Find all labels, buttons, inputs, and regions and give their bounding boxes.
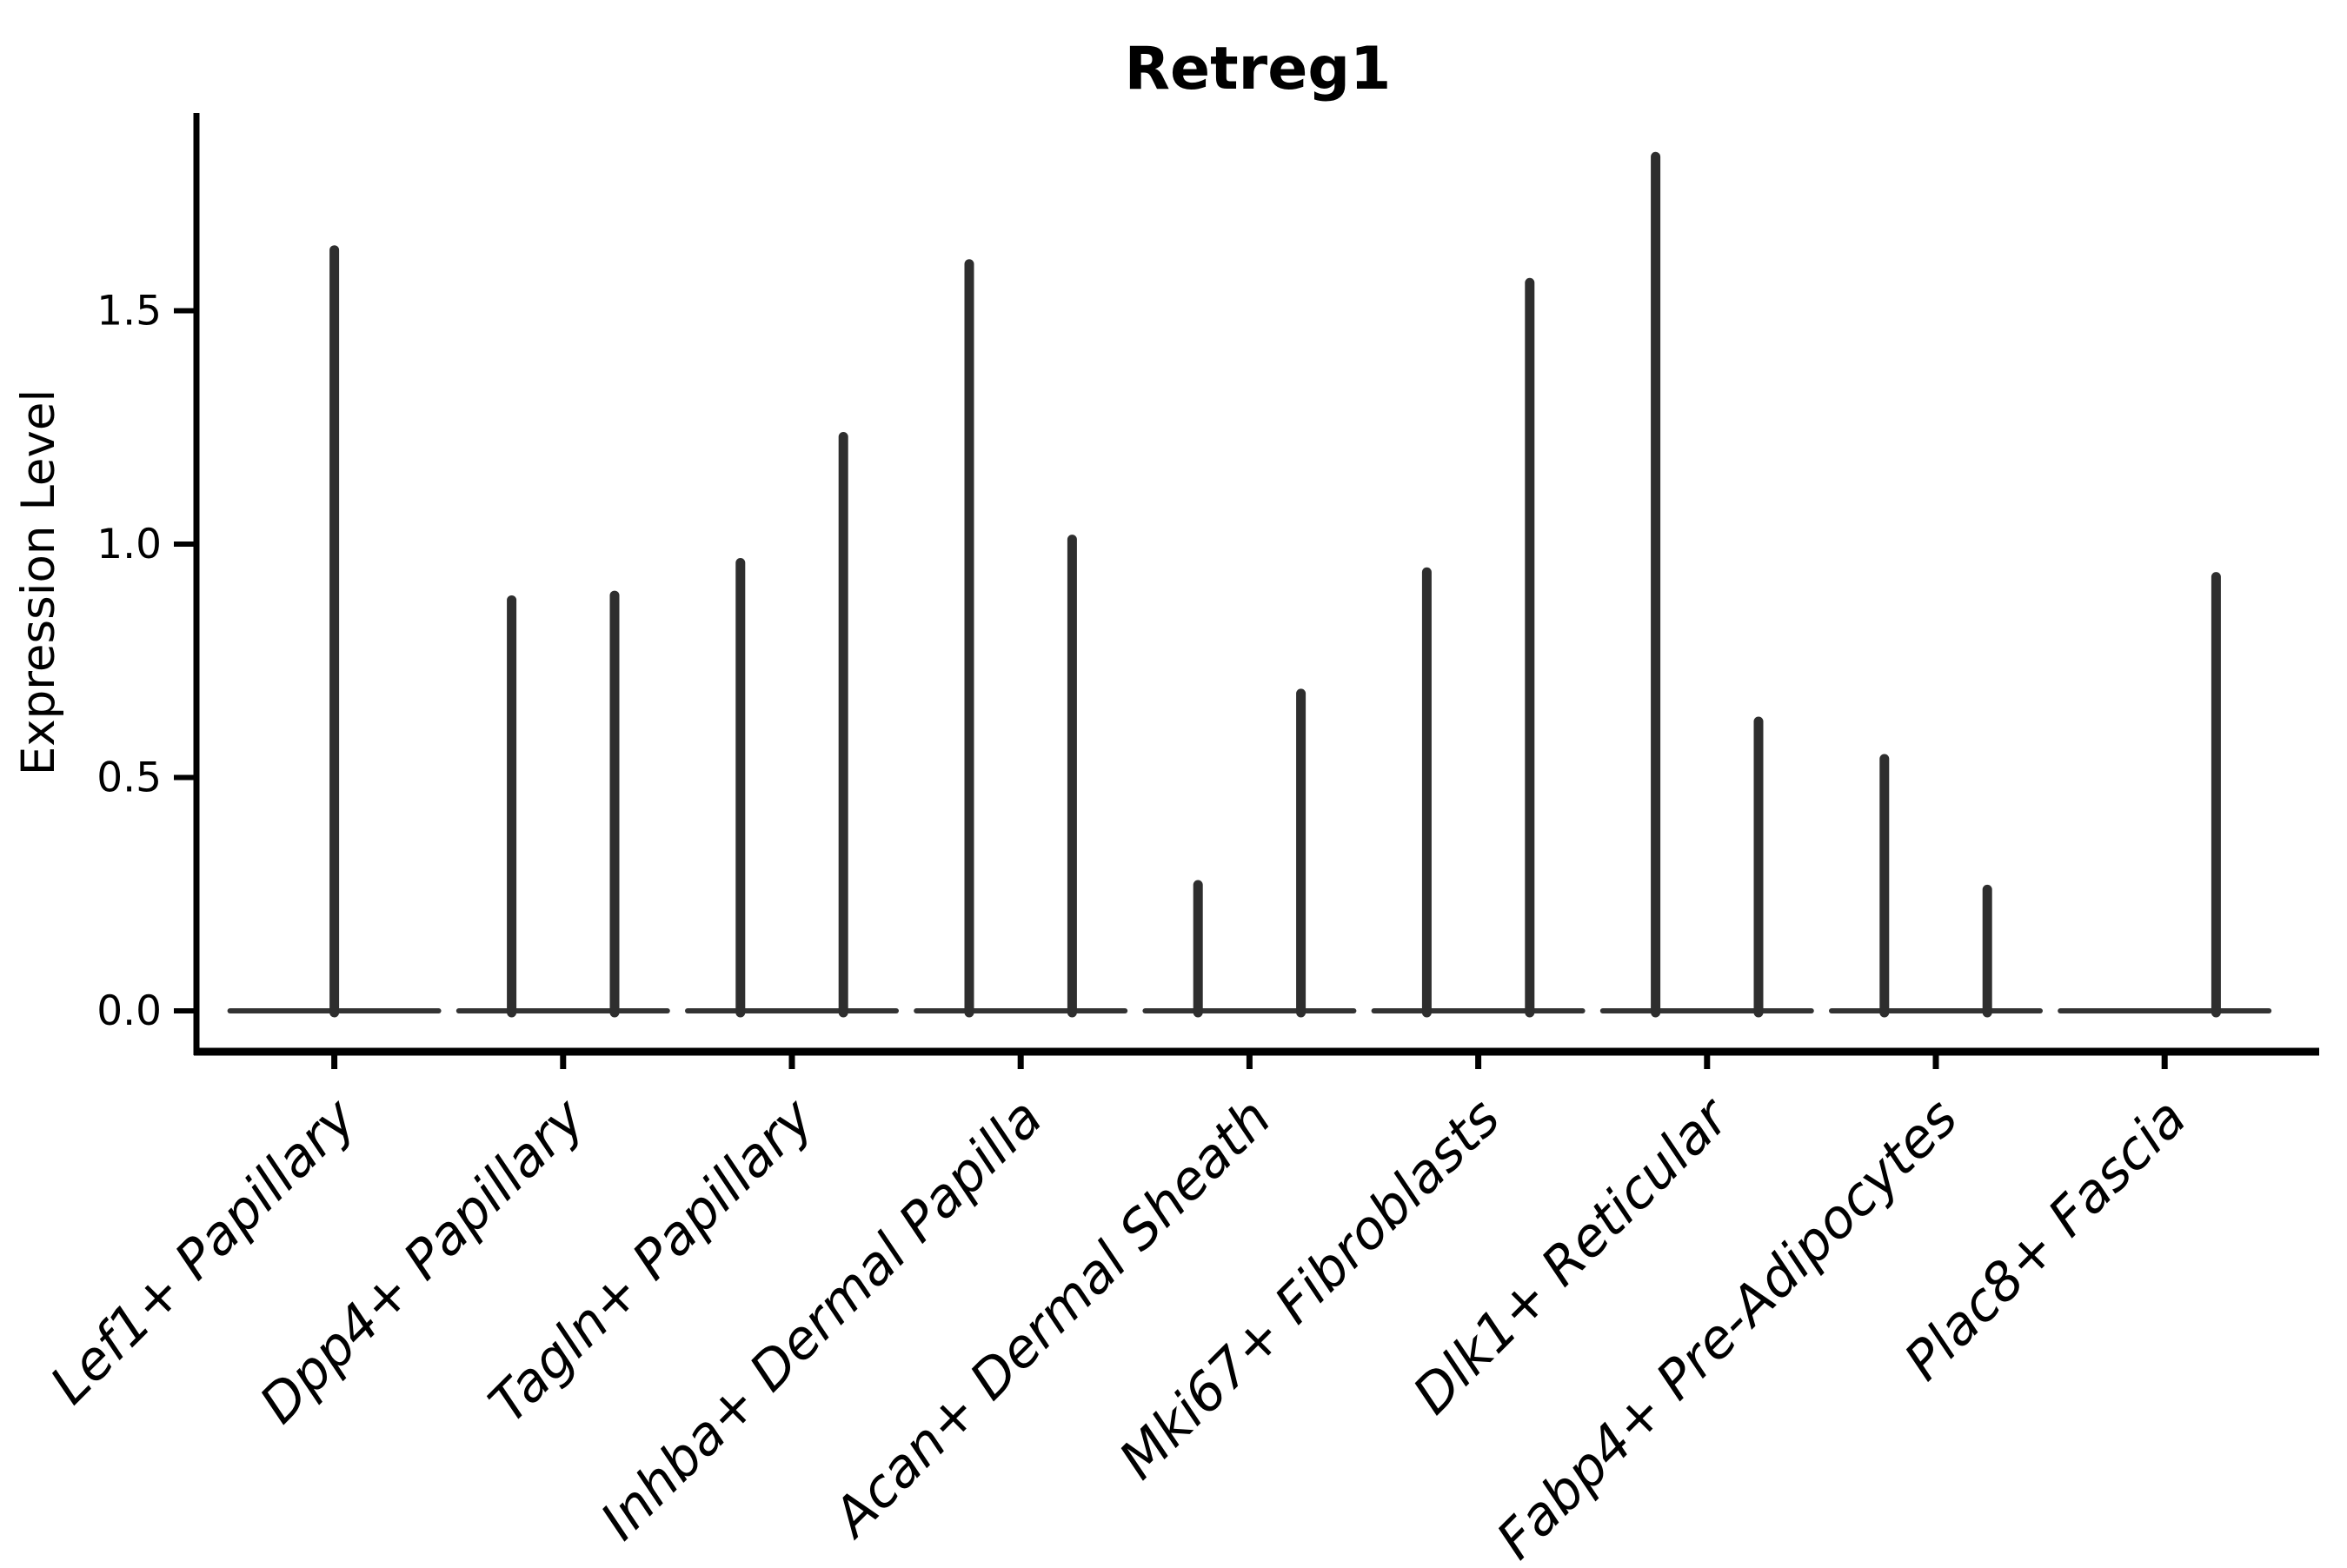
- violin-group: [914, 259, 1128, 1018]
- violin-group: [1371, 277, 1586, 1018]
- x-tick-label: Mki67+ Fibroblasts: [1107, 1086, 1512, 1491]
- y-axis-label: Expression Level: [12, 389, 65, 775]
- y-tick-label: 1.0: [96, 521, 162, 568]
- violin-group: [685, 431, 899, 1018]
- y-tick-label: 1.5: [96, 288, 162, 336]
- violin-group: [2058, 572, 2272, 1018]
- x-tick-label: Fabp4+ Pre-Adipocytes: [1485, 1086, 1969, 1565]
- y-tick-label: 0.0: [96, 987, 162, 1035]
- chart-title: Retreg1: [1125, 35, 1392, 103]
- x-tick-label: Inhba+ Dermal Papilla: [589, 1086, 1054, 1551]
- violin-group: [455, 590, 670, 1018]
- y-tick-label: 0.5: [96, 754, 162, 802]
- violin-group: [1142, 688, 1357, 1018]
- violin-layer: [227, 151, 2272, 1018]
- x-tick-label: Acan+ Dermal Sheath: [820, 1086, 1283, 1550]
- axes-layer: [193, 113, 2319, 1056]
- violin-group: [1599, 151, 1814, 1018]
- violin-group: [227, 245, 442, 1018]
- violin-group: [1829, 754, 2043, 1018]
